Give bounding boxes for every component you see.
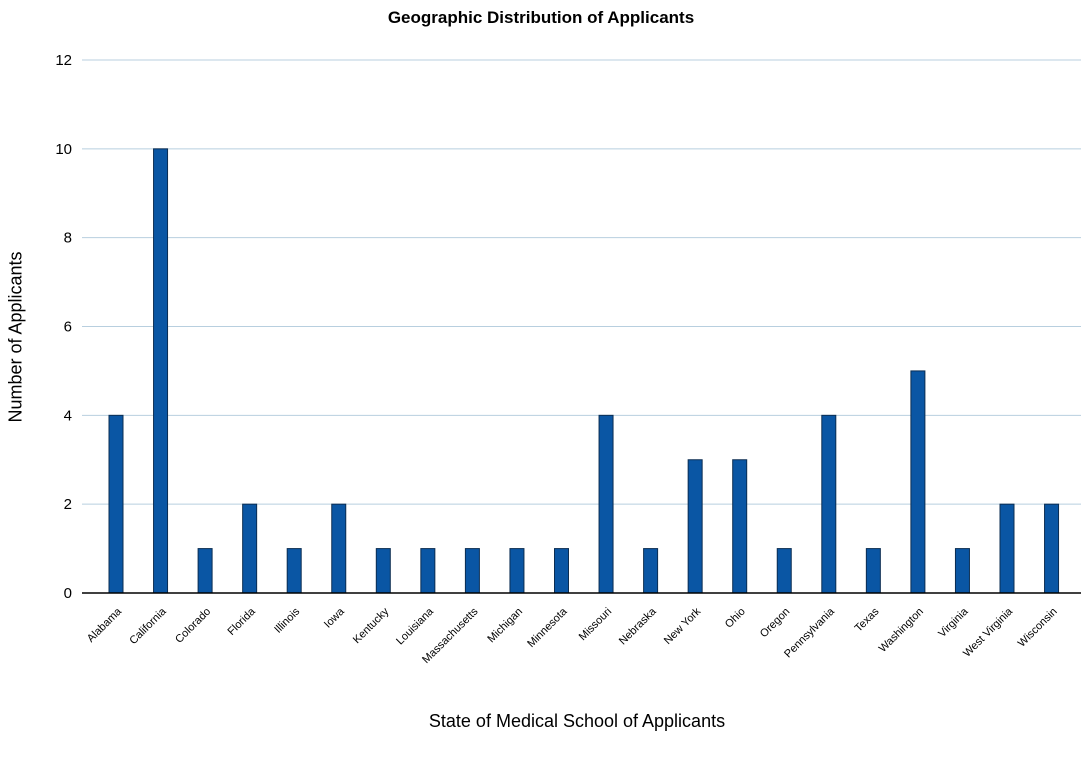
bar [242, 503, 258, 594]
bar [509, 548, 525, 594]
x-tick-label: California [127, 605, 169, 647]
bar [821, 414, 837, 594]
bar [331, 503, 347, 594]
bar [776, 548, 792, 594]
bar [643, 548, 659, 594]
bar [554, 548, 569, 594]
bar [732, 459, 748, 594]
x-tick-label: Virginia [936, 605, 971, 640]
x-tick-label: New York [662, 605, 704, 647]
y-tick-label: 8 [64, 230, 72, 247]
bar [954, 548, 970, 594]
x-tick-label: Illinois [272, 605, 302, 635]
y-tick-label: 12 [55, 52, 72, 69]
bars [108, 148, 1060, 594]
bar [197, 548, 213, 594]
x-tick-label: Florida [226, 605, 259, 638]
x-tick-label: Texas [853, 605, 882, 634]
y-tick-label: 4 [64, 407, 72, 424]
bar [598, 414, 614, 594]
bar [464, 548, 480, 594]
x-tick-label: Michigan [485, 606, 525, 646]
bar [687, 459, 703, 594]
bar [865, 548, 881, 594]
x-tick-label: Washington [877, 606, 926, 655]
x-tick-label: Nebraska [617, 605, 659, 647]
gridlines [82, 59, 1081, 505]
bar [108, 414, 124, 594]
x-tick-labels: Alabama California Colorado Florida Illinois… [85, 605, 1060, 666]
bar [910, 370, 926, 594]
x-tick-label: Missouri [577, 606, 614, 643]
x-tick-label: Ohio [723, 606, 748, 631]
bar [286, 548, 302, 594]
x-tick-label: Oregon [758, 606, 792, 640]
bar [1044, 503, 1060, 594]
bar [153, 148, 169, 594]
x-tick-label: Colorado [173, 606, 213, 646]
x-tick-label: Iowa [322, 605, 348, 631]
y-tick-label: 10 [55, 141, 72, 158]
x-tick-label: Kentucky [351, 605, 392, 646]
y-tick-label: 6 [64, 319, 72, 336]
y-tick-labels: 0 2 4 6 8 10 12 [55, 52, 72, 602]
x-tick-label: Wisconsin [1016, 606, 1060, 650]
chart-title: Geographic Distribution of Applicants [387, 8, 695, 27]
x-tick-label: Alabama [85, 605, 125, 645]
bar [999, 503, 1015, 594]
x-tick-label: Minnesota [525, 605, 570, 650]
bar [420, 548, 436, 594]
y-tick-label: 2 [64, 496, 72, 513]
x-axis-label: State of Medical School of Applicants [428, 711, 726, 731]
y-tick-label: 0 [64, 585, 72, 602]
x-tick-label: Louisiana [394, 605, 436, 647]
bar [375, 548, 391, 594]
